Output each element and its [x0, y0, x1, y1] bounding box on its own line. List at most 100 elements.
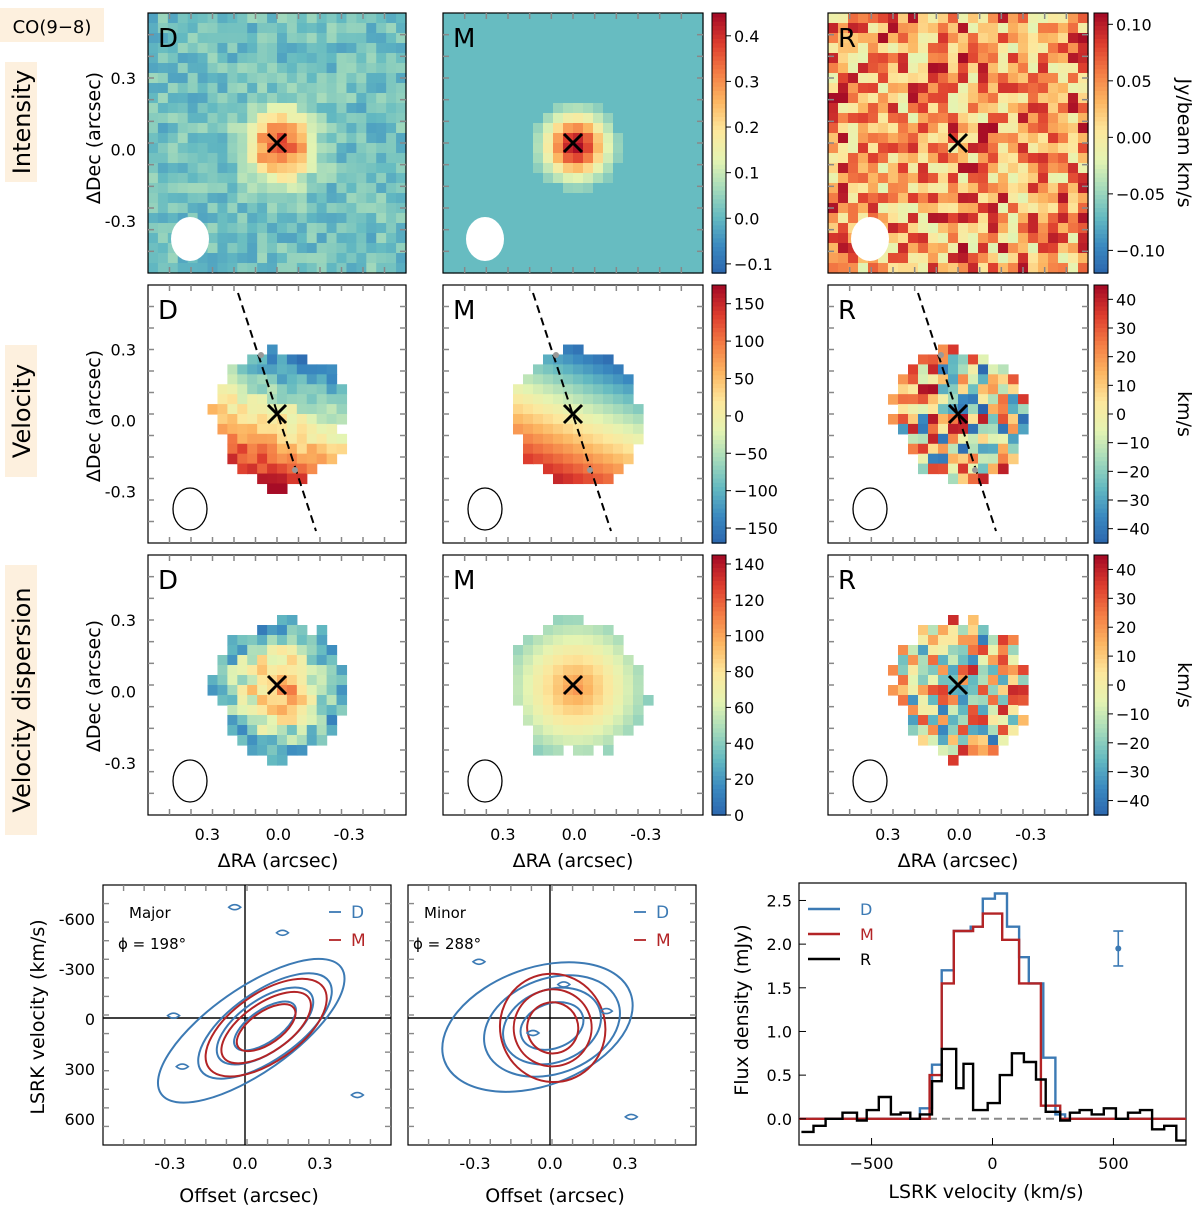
map-pixel — [513, 414, 524, 425]
map-pixel — [296, 433, 308, 445]
map-pixel — [1018, 715, 1029, 726]
map-pixel — [1038, 33, 1049, 44]
map-pixel — [463, 193, 474, 204]
map-pixel — [583, 433, 594, 445]
map-pixel — [553, 695, 564, 706]
map-pixel — [573, 183, 584, 194]
map-pixel — [443, 63, 454, 74]
map-pixel — [336, 83, 348, 94]
map-pixel — [573, 13, 584, 24]
colorbar-tick-label: 0.4 — [734, 27, 759, 46]
map-pixel — [523, 443, 534, 455]
map-pixel — [603, 645, 614, 656]
map-pixel — [553, 645, 564, 656]
map-pixel — [463, 73, 474, 84]
map-pixel — [286, 163, 298, 174]
map-pixel — [1028, 263, 1039, 274]
map-pixel — [523, 715, 534, 726]
map-pixel — [968, 354, 979, 365]
map-pixel — [938, 745, 949, 756]
map-grid: D0.30.0-0.3M RD0.30.0-0.3M RD0.30.0-0.30.3… — [105, 12, 1089, 844]
colorbar-segment — [1094, 401, 1108, 407]
center-cross-marker — [562, 674, 584, 696]
map-pixel — [296, 414, 308, 425]
colorbar-segment — [1094, 147, 1108, 153]
map-pixel — [868, 53, 879, 64]
map-pixel — [633, 213, 644, 224]
map-pixel — [267, 755, 278, 766]
map-pixel — [908, 384, 919, 395]
map-pixel — [838, 263, 849, 274]
map-pixel — [277, 243, 288, 254]
map-pixel — [533, 453, 544, 465]
map-pixel — [543, 655, 554, 666]
map-pixel — [197, 103, 209, 114]
map-pixel — [1058, 153, 1069, 164]
map-pixel — [167, 113, 179, 124]
map-pixel — [1078, 53, 1089, 64]
map-pixel — [998, 163, 1009, 174]
map-pixel — [1018, 193, 1029, 204]
map-pixel — [988, 384, 999, 395]
map-pixel — [227, 163, 238, 174]
map-pixel — [633, 675, 644, 686]
map-pixel — [543, 433, 554, 445]
map-pixel — [197, 123, 209, 134]
map-pixel — [1078, 253, 1089, 264]
map-pixel — [217, 183, 228, 194]
map-pixel — [386, 163, 397, 174]
map-pixel — [376, 233, 387, 244]
map-pixel — [898, 13, 909, 24]
map-pixel — [473, 163, 484, 174]
map-pixel — [257, 675, 268, 686]
map-pixel — [533, 133, 544, 144]
colorbar-segment — [712, 34, 726, 40]
map-pixel — [958, 153, 969, 164]
colorbar-segment — [1094, 672, 1108, 678]
map-pixel — [693, 173, 704, 184]
pv-contour-D — [483, 974, 621, 1078]
map-pixel — [898, 394, 909, 405]
colorbar-segment — [712, 637, 726, 643]
map-pixel — [613, 423, 624, 435]
map-pixel — [207, 43, 219, 54]
map-pixel — [1008, 263, 1019, 274]
map-pixel — [1048, 23, 1059, 34]
map-pixel — [1008, 645, 1019, 656]
map-pixel — [503, 223, 514, 234]
map-pixel — [633, 404, 644, 415]
map-pixel — [533, 193, 544, 204]
map-pixel — [673, 93, 684, 104]
map-pixel — [157, 153, 169, 164]
colorbar-segment — [712, 478, 726, 484]
map-pixel — [603, 83, 614, 94]
map-pixel — [376, 63, 387, 74]
map-pixel — [583, 163, 594, 174]
map-pixel — [533, 223, 544, 234]
map-pixel — [938, 715, 949, 726]
map-pixel — [663, 123, 674, 134]
map-pixel — [207, 223, 219, 234]
map-pixel — [968, 33, 979, 44]
map-pixel — [878, 123, 889, 134]
map-pixel — [443, 33, 454, 44]
map-pixel — [306, 725, 318, 736]
colorbar-segment — [712, 504, 726, 510]
map-xtick-label: 0.0 — [266, 825, 291, 844]
map-pixel — [998, 705, 1009, 716]
map-pixel — [958, 173, 969, 184]
colorbar-segment — [712, 73, 726, 79]
map-pixel — [978, 695, 989, 706]
map-pixel — [848, 13, 859, 24]
map-pixel — [623, 655, 634, 666]
map-pixel — [473, 33, 484, 44]
map-pixel — [623, 433, 634, 445]
map-pixel — [948, 463, 959, 475]
map-pixel — [277, 463, 288, 475]
map-pixel — [1068, 153, 1079, 164]
map-pixel — [613, 443, 624, 455]
map-pixel — [683, 133, 694, 144]
map-pixel — [998, 153, 1009, 164]
map-pixel — [868, 83, 879, 94]
map-pixel — [227, 73, 238, 84]
